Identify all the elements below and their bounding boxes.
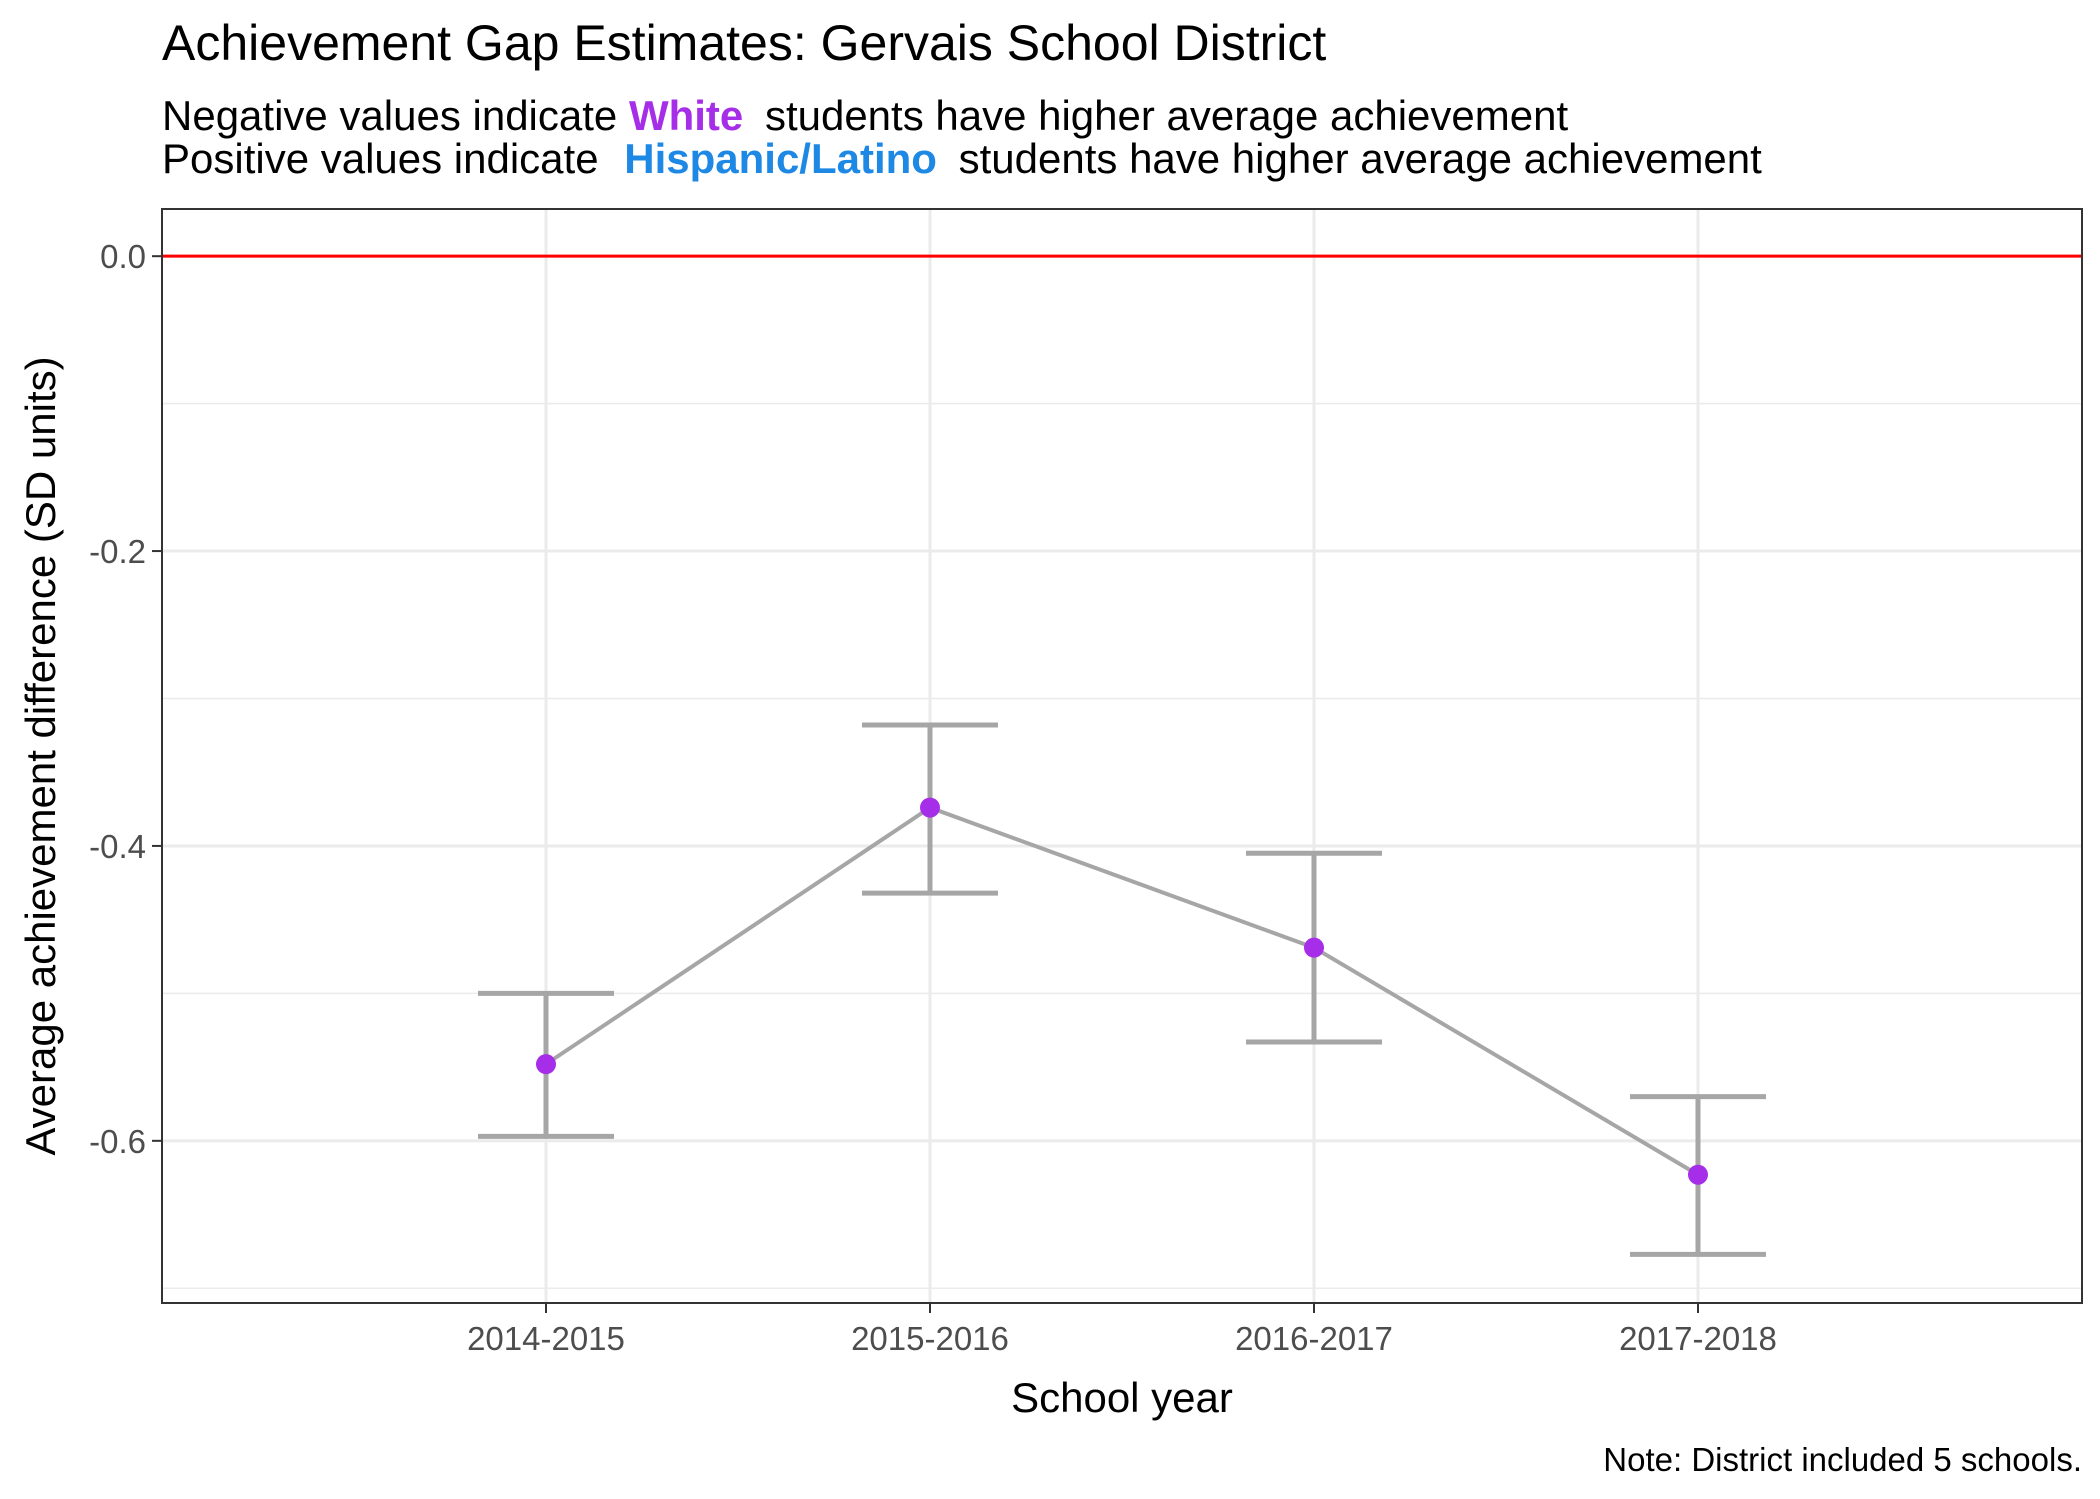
- y-axis-title: Average achievement difference (SD units…: [17, 356, 64, 1155]
- x-axis-title: School year: [1011, 1374, 1233, 1421]
- subtitle-line-1-suffix: students have higher average achievement: [765, 92, 1569, 139]
- subtitle-white-label: White: [629, 92, 743, 139]
- data-point: [536, 1054, 556, 1075]
- subtitle-line-1: Negative values indicate White students …: [162, 92, 1568, 139]
- subtitle-line-1-prefix: Negative values indicate: [162, 92, 617, 139]
- data-layer: [478, 722, 1766, 1257]
- y-tick-label: -0.6: [89, 1123, 146, 1160]
- subtitle-line-2-prefix: Positive values indicate: [162, 135, 599, 182]
- x-tick-label: 2017-2018: [1619, 1320, 1777, 1357]
- subtitle-line-2-suffix: students have higher average achievement: [959, 135, 1763, 182]
- data-point: [920, 797, 940, 818]
- x-tick-label: 2015-2016: [851, 1320, 1009, 1357]
- x-tick-label: 2016-2017: [1235, 1320, 1393, 1357]
- plot-panel: [161, 208, 2083, 1304]
- panel-border: [161, 208, 2083, 1304]
- subtitle-line-2: Positive values indicate Hispanic/Latino…: [162, 135, 1762, 182]
- axis-layer: 0.0 -0.2 -0.4 -0.6 2014-2015 2015-2016 2016-20…: [89, 238, 1777, 1357]
- data-point: [1688, 1164, 1708, 1185]
- chart-title: Achievement Gap Estimates: Gervais Schoo…: [162, 15, 1326, 71]
- series-line: [544, 805, 1700, 1177]
- x-tick-label: 2014-2015: [467, 1320, 625, 1357]
- grid-lines: [162, 209, 2082, 1303]
- y-tick-label: -0.4: [89, 828, 146, 865]
- chart-caption: Note: District included 5 schools.: [1603, 1441, 2082, 1478]
- y-tick-label: 0.0: [100, 238, 146, 275]
- data-point: [1304, 937, 1324, 958]
- y-tick-label: -0.2: [89, 533, 146, 570]
- subtitle-hispanic-label: Hispanic/Latino: [624, 135, 937, 182]
